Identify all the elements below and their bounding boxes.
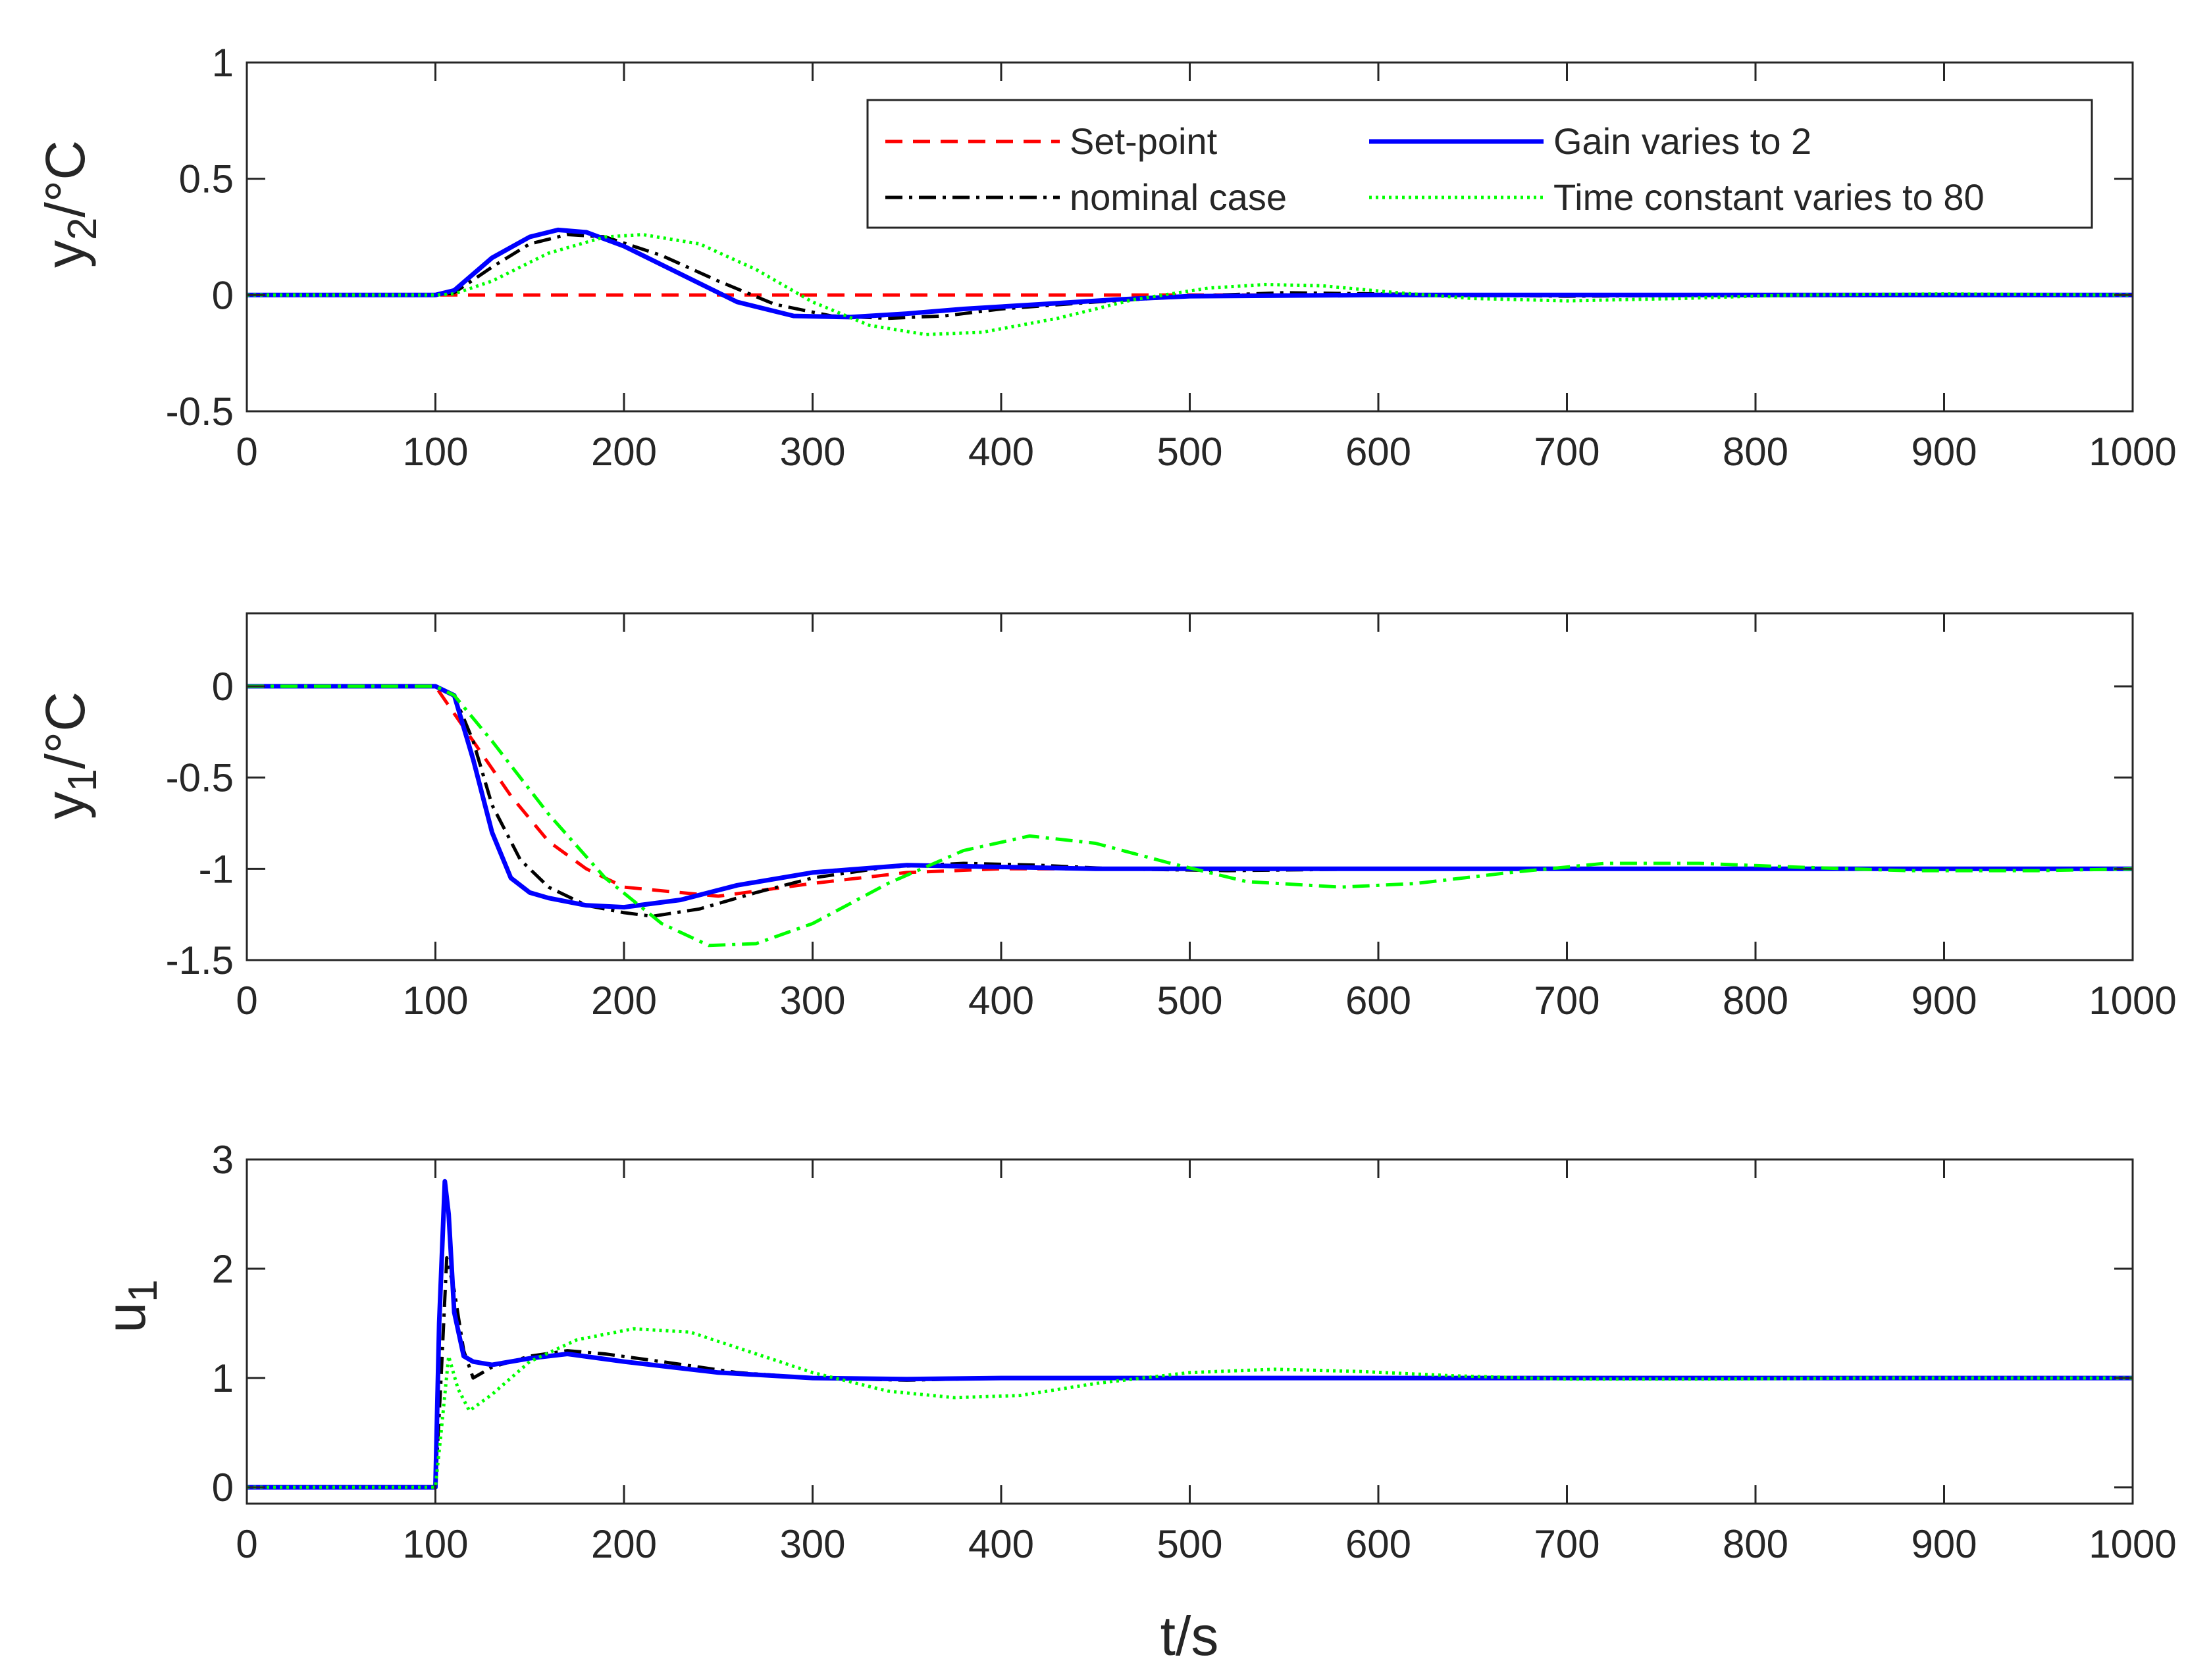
legend-label-nominal: nominal case (1070, 176, 1287, 218)
panel-u1: u1 t/s 0 100 200 300 400 500 600 700 800 900 1000 0… (95, 1138, 2177, 1667)
plot-area-u1 (247, 1159, 2133, 1504)
y-axis-label-y1: y1/°C (34, 692, 105, 819)
y-tick-label-y1: 0 (212, 665, 234, 709)
legend-box (866, 99, 2093, 229)
y-tick-label-y1: -1 (199, 847, 234, 891)
series-gain-y1 (247, 684, 2133, 910)
x-tick-label-y1: 800 (1723, 979, 1788, 1023)
x-tick-label-y1: 700 (1534, 979, 1600, 1023)
x-tick-label-u1: 500 (1157, 1522, 1222, 1566)
y-tick-label-y2: 1 (212, 41, 234, 85)
x-tick-label-u1: 400 (968, 1522, 1034, 1566)
x-tick-label-u1: 900 (1911, 1522, 1977, 1566)
legend: Set-point Gain varies to 2 nominal case … (866, 99, 2093, 229)
series-group-u1 (247, 1179, 2133, 1490)
x-tick-label-y1: 400 (968, 979, 1034, 1023)
x-tick-label-y1: 500 (1157, 979, 1222, 1023)
y-tick-label-y1: -1.5 (166, 938, 234, 982)
series-timeconst-u1 (247, 1327, 2133, 1489)
y-tick-label-y2: 0 (212, 273, 234, 317)
series-timeconst-y2 (247, 233, 2133, 336)
y-axis-label-y2: y2/°C (34, 140, 105, 268)
x-tick-label-y2: 600 (1345, 430, 1411, 474)
x-tick-label-u1: 700 (1534, 1522, 1600, 1566)
x-tick-label-u1: 0 (236, 1522, 257, 1566)
x-tick-label-u1: 300 (779, 1522, 845, 1566)
x-tick-label-y1: 0 (236, 979, 257, 1023)
x-tick-label-y1: 900 (1911, 979, 1977, 1023)
x-tick-label-y1: 200 (591, 979, 657, 1023)
panel-y1: y1/°C 0 100 200 300 400 500 600 700 800 900 1000 -1… (34, 612, 2177, 1023)
legend-label-timeconst: Time constant varies to 80 (1553, 176, 1985, 218)
y-tick-label-u1: 3 (212, 1138, 234, 1182)
y-tick-label-u1: 0 (212, 1465, 234, 1510)
x-tick-label-u1: 1000 (2089, 1522, 2176, 1566)
x-axis-label: t/s (1160, 1605, 1219, 1667)
x-tick-label-y1: 600 (1345, 979, 1411, 1023)
series-timeconst-y1 (247, 684, 2133, 948)
legend-label-gain: Gain varies to 2 (1553, 120, 1811, 162)
x-tick-label-y1: 100 (402, 979, 468, 1023)
y-tick-label-u1: 2 (212, 1247, 234, 1291)
x-tick-label-u1: 800 (1723, 1522, 1788, 1566)
series-group-y2 (247, 227, 2133, 336)
plot-area-y1 (247, 613, 2133, 960)
x-tick-label-y2: 800 (1723, 430, 1788, 474)
x-tick-label-y2: 100 (402, 430, 468, 474)
series-group-y1 (247, 684, 2133, 948)
panel-y2: y2/°C 0 100 200 300 400 500 600 700 800 900 1000 -0… (34, 41, 2177, 474)
y-axis-label-u1: u1 (95, 1279, 166, 1333)
y-tick-label-y2: 0.5 (179, 157, 234, 201)
x-tick-label-y2: 1000 (2089, 430, 2176, 474)
x-tick-label-y1: 300 (779, 979, 845, 1023)
x-tick-label-y2: 900 (1911, 430, 1977, 474)
series-gain-y2 (247, 227, 2133, 320)
x-tick-label-y2: 0 (236, 430, 257, 474)
x-tick-label-y2: 700 (1534, 430, 1600, 474)
legend-label-setpoint: Set-point (1070, 120, 1218, 162)
x-tick-label-y2: 500 (1157, 430, 1222, 474)
x-tick-label-y2: 300 (779, 430, 845, 474)
x-tick-label-y1: 1000 (2089, 979, 2176, 1023)
x-tick-label-y2: 200 (591, 430, 657, 474)
x-tick-label-u1: 200 (591, 1522, 657, 1566)
x-tick-label-y2: 400 (968, 430, 1034, 474)
y-tick-label-u1: 1 (212, 1356, 234, 1400)
x-tick-label-u1: 100 (402, 1522, 468, 1566)
x-tick-label-u1: 600 (1345, 1522, 1411, 1566)
series-gain-u1 (247, 1179, 2133, 1490)
y-tick-label-y2: -0.5 (166, 390, 234, 434)
y-tick-label-y1: -0.5 (166, 756, 234, 800)
